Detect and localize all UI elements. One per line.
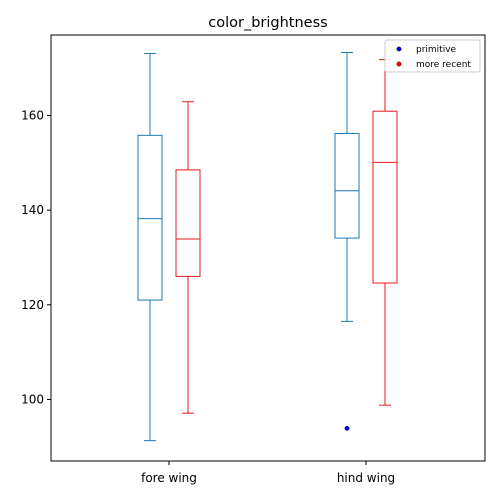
box-iqr [334,132,360,239]
y-tick-label: 160 [21,108,44,122]
plot-area: 100 120 140 160 fore wing hind wing [21,52,398,485]
legend: primitive more recent [384,39,481,73]
legend-label: more recent [416,60,471,70]
axes-frame [50,34,486,462]
legend-label: primitive [416,45,457,55]
chart-title: color_brightness [208,15,327,31]
outlier-point [344,425,350,431]
y-tick-label: 140 [21,203,44,217]
box-more-recent-hind-wing [372,59,398,406]
y-tick-label: 120 [21,298,44,312]
box-more-recent-fore-wing [175,101,201,414]
legend-marker [396,61,402,67]
box-primitive-hind-wing [334,52,360,431]
box-iqr [137,134,163,301]
box-iqr [372,110,398,284]
box-primitive-fore-wing [137,52,163,442]
legend-frame [384,39,481,73]
box-iqr [175,169,201,277]
x-tick-label: fore wing [141,471,197,485]
legend-marker [396,46,402,52]
x-tick-label: hind wing [337,471,395,485]
y-tick-label: 100 [21,392,44,406]
